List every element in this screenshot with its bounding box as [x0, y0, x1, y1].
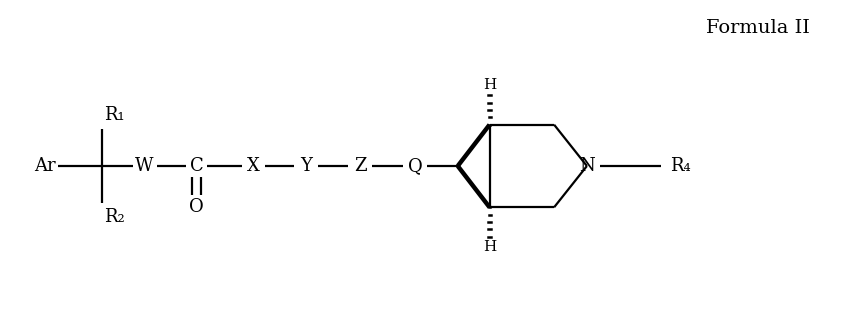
Text: Y: Y [300, 157, 312, 175]
Text: H: H [483, 78, 497, 92]
Text: N: N [579, 157, 595, 175]
Text: W: W [135, 157, 153, 175]
Text: O: O [189, 198, 204, 216]
Text: Formula II: Formula II [706, 19, 810, 37]
Text: C: C [190, 157, 203, 175]
Text: R₁: R₁ [104, 106, 125, 124]
Text: Q: Q [408, 157, 422, 175]
Text: Ar: Ar [34, 157, 56, 175]
Text: X: X [247, 157, 260, 175]
Text: R₄: R₄ [670, 157, 690, 175]
Text: Z: Z [354, 157, 367, 175]
Text: H: H [483, 240, 497, 254]
Text: R₂: R₂ [104, 208, 125, 226]
